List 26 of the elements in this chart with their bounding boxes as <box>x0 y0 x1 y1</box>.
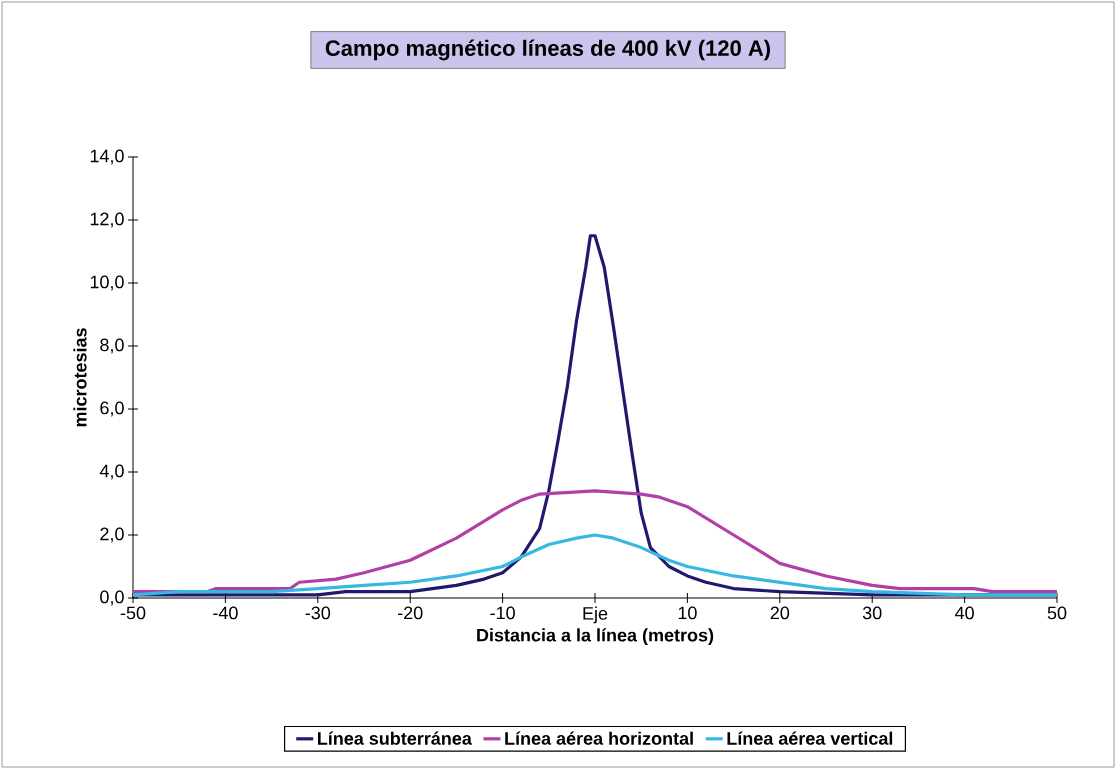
line-series <box>131 489 1059 594</box>
x-tick-label: Eje <box>583 606 608 624</box>
x-tick-label: -10 <box>490 606 515 620</box>
y-tick-label: 14,0 <box>90 149 124 165</box>
x-tick-label: -20 <box>397 606 423 620</box>
x-tick-label: -40 <box>213 606 238 620</box>
x-tick-label: -50 <box>120 606 146 620</box>
x-tick-label: -30 <box>305 606 331 620</box>
y-tick-label: 4,0 <box>99 464 124 480</box>
x-tick-label: 10 <box>678 606 697 620</box>
x-axis-title: Distancia a la línea (metros) <box>477 628 714 646</box>
chart-title: Campo magnético líneas de 400 kV (120 A) <box>325 39 770 61</box>
y-tick-label: 12,0 <box>90 212 124 228</box>
y-tick-label: 6,0 <box>100 401 124 417</box>
legend-label: Línea aérea vertical <box>727 731 893 745</box>
y-tick-label: 0,0 <box>100 590 124 606</box>
x-tick-label: 40 <box>955 606 974 620</box>
y-axis-title: microtesias <box>73 328 87 427</box>
x-tick-label: 30 <box>862 606 882 620</box>
x-tick-label: 50 <box>1047 606 1067 620</box>
y-tick-label: 10,0 <box>90 275 124 291</box>
y-tick-label: 2,0 <box>100 527 124 543</box>
legend-label: Línea subterránea <box>318 731 472 745</box>
x-tick-label: 20 <box>770 606 790 620</box>
y-tick-label: 8,0 <box>100 338 124 354</box>
legend-label: Línea aérea horizontal <box>505 731 693 745</box>
